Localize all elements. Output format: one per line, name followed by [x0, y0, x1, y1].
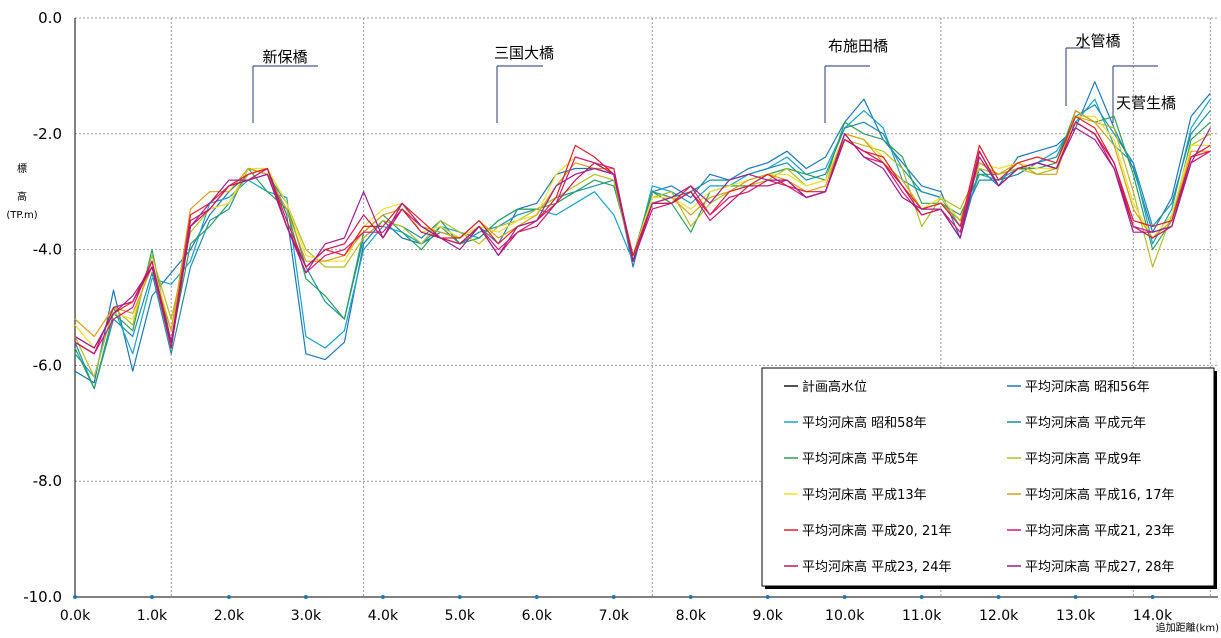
- series-line: [74, 104, 1211, 390]
- legend-label: 平均河床高 平成21, 23年: [1025, 523, 1174, 539]
- series-line: [74, 121, 1211, 355]
- y-axis-title: 高: [17, 190, 27, 203]
- y-tick-label: -4.0: [33, 241, 62, 259]
- y-tick-label: 0.0: [38, 9, 62, 27]
- x-tick-label: 14.0k: [1133, 608, 1173, 624]
- bridge-label: 天菅生橋: [1116, 94, 1176, 112]
- x-tick-label: 9.0k: [753, 608, 784, 624]
- series-line: [74, 115, 1211, 378]
- x-tick-mark: [73, 595, 77, 599]
- x-tick-mark: [303, 595, 308, 599]
- x-tick-mark: [842, 595, 847, 599]
- y-tick-label: -2.0: [33, 125, 62, 143]
- x-tick-label: 8.0k: [676, 608, 707, 624]
- x-tick-label: 1.0k: [137, 608, 168, 624]
- legend-label: 平均河床高 昭和56年: [1025, 379, 1150, 395]
- x-tick-label: 3.0k: [291, 608, 322, 624]
- y-axis-title: (TP.m): [6, 210, 37, 221]
- series-line: [74, 121, 1211, 355]
- legend-label: 平均河床高 平成20, 21年: [802, 523, 951, 539]
- x-tick-label: 13.0k: [1056, 608, 1096, 624]
- axes: 0.0 -2.0 -4.0 -6.0 -8.0 -10.0 0.0k 1.0k 2.0k 3.0k…: [6, 9, 1219, 634]
- bridge-label: 布施田橋: [828, 37, 888, 55]
- legend-label: 平均河床高 平成16, 17年: [1025, 487, 1174, 503]
- legend-label: 平均河床高 平成元年: [1025, 415, 1146, 431]
- legend-label: 計画高水位: [802, 379, 867, 395]
- x-tick-mark: [1073, 595, 1078, 599]
- series-line: [74, 115, 1211, 349]
- bridge-label: 水管橋: [1075, 32, 1120, 50]
- x-tick-mark: [149, 595, 154, 599]
- x-tick-mark: [919, 595, 924, 599]
- series-line: [74, 127, 1211, 349]
- x-tick-label: 0.0k: [60, 608, 91, 624]
- grid: [75, 17, 1218, 597]
- y-axis-title: 標: [17, 162, 27, 175]
- x-tick-mark: [765, 595, 770, 599]
- x-tick-label: 6.0k: [522, 608, 553, 624]
- x-tick-label: 12.0k: [979, 608, 1019, 624]
- legend-box: [761, 367, 1215, 587]
- series-lines: [74, 81, 1211, 390]
- x-tick-label: 10.0k: [825, 608, 865, 624]
- legend-label: 平均河床高 平成5年: [802, 451, 918, 467]
- x-tick-mark: [611, 595, 616, 599]
- x-tick-mark: [688, 595, 693, 599]
- legend-label: 平均河床高 平成9年: [1025, 451, 1141, 467]
- x-tick-label: 5.0k: [445, 608, 476, 624]
- y-tick-label: -10.0: [23, 588, 62, 606]
- x-axis-title: 追加距離(km): [1156, 621, 1219, 634]
- legend-label: 平均河床高 平成23, 24年: [802, 559, 951, 575]
- x-tick-label: 4.0k: [368, 608, 399, 624]
- x-tick-mark: [534, 595, 539, 599]
- legend-label: 平均河床高 平成27, 28年: [1025, 559, 1174, 575]
- y-tick-label: -8.0: [33, 472, 62, 490]
- x-tick-label: 2.0k: [214, 608, 245, 624]
- bridge-label: 三国大橋: [494, 44, 554, 62]
- legend-label: 平均河床高 昭和58年: [802, 415, 927, 431]
- x-tick-mark: [380, 595, 385, 599]
- bridge-label: 新保橋: [262, 48, 307, 66]
- x-tick-mark: [226, 595, 231, 599]
- series-line: [74, 109, 1211, 390]
- x-tick-label: 11.0k: [902, 608, 942, 624]
- y-tick-label: -6.0: [33, 356, 62, 374]
- x-tick-mark: [457, 595, 462, 599]
- series-line: [74, 98, 1211, 378]
- series-line: [74, 115, 1211, 349]
- legend-label: 平均河床高 平成13年: [802, 487, 927, 503]
- x-tick-mark: [996, 595, 1001, 599]
- x-tick-mark: [1150, 595, 1155, 599]
- x-tick-label: 7.0k: [599, 608, 630, 624]
